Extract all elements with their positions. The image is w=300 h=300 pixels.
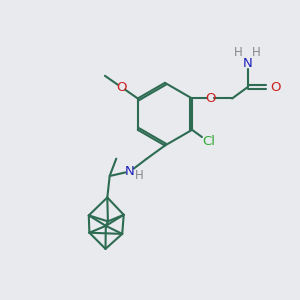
Text: Cl: Cl	[202, 135, 215, 148]
Text: O: O	[205, 92, 216, 105]
Text: O: O	[116, 81, 127, 94]
Text: N: N	[243, 57, 253, 70]
Text: N: N	[124, 165, 134, 178]
Text: O: O	[271, 81, 281, 94]
Text: H: H	[234, 46, 243, 59]
Text: H: H	[135, 169, 144, 182]
Text: H: H	[252, 46, 261, 59]
